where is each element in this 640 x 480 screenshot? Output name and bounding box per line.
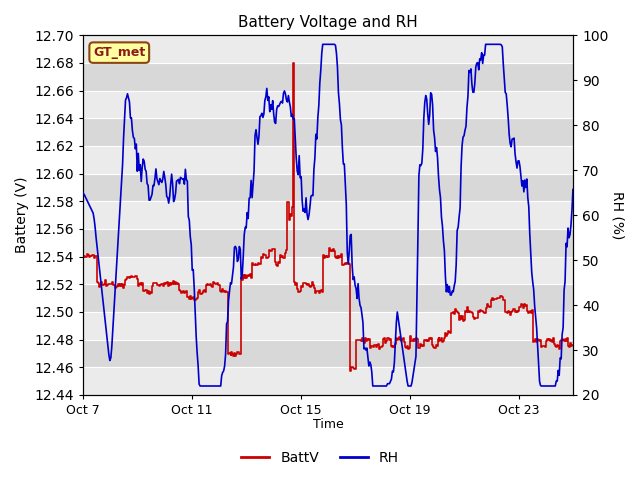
Legend: BattV, RH: BattV, RH [236,445,404,471]
Bar [83,91,573,119]
Bar [83,340,573,367]
Text: GT_met: GT_met [93,46,145,59]
Bar [83,63,573,91]
Bar [83,119,573,146]
Bar [83,367,573,395]
Bar [83,36,573,63]
Bar [83,312,573,340]
Bar [83,284,573,312]
X-axis label: Time: Time [313,419,344,432]
Title: Battery Voltage and RH: Battery Voltage and RH [238,15,418,30]
Bar [83,201,573,229]
Bar [83,174,573,201]
Bar [83,257,573,284]
Bar [83,146,573,174]
Y-axis label: Battery (V): Battery (V) [15,177,29,253]
Bar [83,229,573,257]
Y-axis label: RH (%): RH (%) [611,191,625,240]
